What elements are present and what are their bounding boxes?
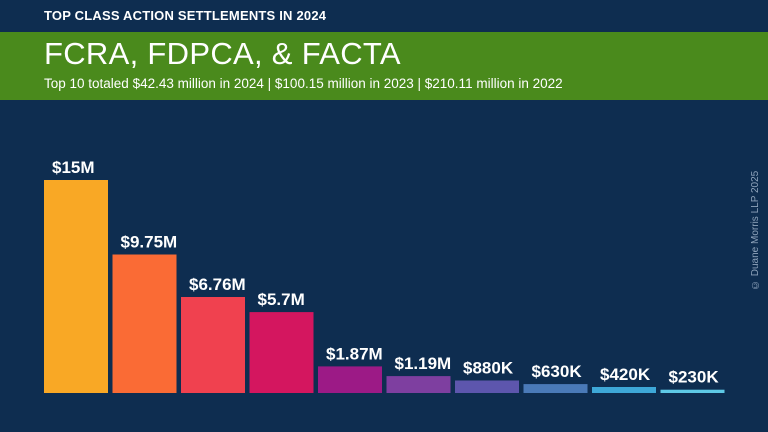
bar-9 — [592, 387, 656, 393]
bar-value-label-7: $880K — [463, 359, 514, 378]
bar-value-label-8: $630K — [532, 362, 583, 381]
title-banner: FCRA, FDPCA, & FACTA Top 10 totaled $42.… — [0, 32, 768, 100]
bar-value-label-2: $9.75M — [121, 233, 178, 252]
bar-value-label-10: $230K — [669, 368, 720, 387]
bar-3 — [181, 297, 245, 393]
bar-value-label-5: $1.87M — [326, 344, 383, 363]
bar-value-label-9: $420K — [600, 365, 651, 384]
bar-5 — [318, 366, 382, 393]
bar-8 — [523, 384, 588, 393]
bar-value-label-3: $6.76M — [189, 275, 246, 294]
copyright-note: © Duane Morris LLP 2025 — [750, 170, 761, 290]
bar-4 — [249, 312, 314, 393]
bar-value-label-1: $15M — [52, 158, 95, 177]
bar-value-label-6: $1.19M — [395, 354, 452, 373]
bar-10 — [660, 389, 725, 393]
kicker-heading: TOP CLASS ACTION SETTLEMENTS IN 2024 — [44, 8, 327, 23]
bar-7 — [455, 380, 519, 393]
bar-value-label-4: $5.7M — [258, 290, 305, 309]
bars-group — [44, 180, 725, 393]
bar-1 — [44, 180, 108, 393]
chart-title: FCRA, FDPCA, & FACTA — [44, 36, 401, 71]
chart-subtitle: Top 10 totaled $42.43 million in 2024 | … — [44, 76, 563, 91]
bar-6 — [386, 376, 451, 393]
data-labels-group: $15M $9.75M $6.76M $5.7M $1.87M $1.19M $880K $6… — [52, 158, 719, 387]
bar-2 — [112, 254, 177, 393]
